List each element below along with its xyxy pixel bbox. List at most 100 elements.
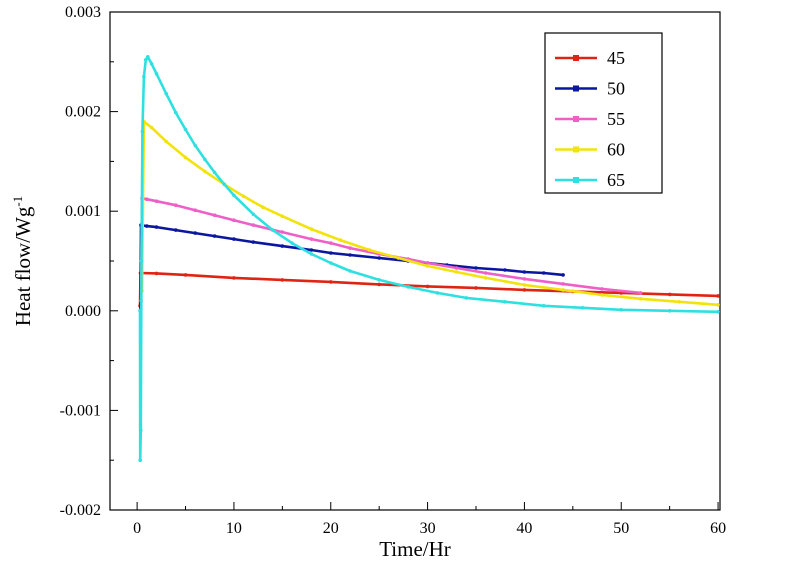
series-marker-50 — [154, 225, 159, 229]
series-line-50 — [139, 223, 565, 313]
series-marker-60 — [164, 139, 168, 144]
series-marker-65 — [140, 129, 145, 134]
legend-marker-55 — [573, 116, 579, 122]
series-marker-65 — [503, 300, 507, 304]
series-marker-45 — [232, 276, 236, 280]
series-marker-60 — [638, 297, 643, 301]
series-marker-60 — [309, 227, 314, 231]
series-marker-50 — [348, 253, 352, 257]
series-marker-50 — [377, 256, 382, 260]
series-marker-50 — [193, 231, 197, 235]
series-marker-55 — [174, 203, 178, 207]
series-marker-55 — [454, 266, 459, 270]
legend-label-60: 60 — [607, 140, 625, 160]
series-marker-65 — [193, 143, 197, 148]
series-marker-45 — [280, 278, 285, 282]
legend-label-55: 55 — [607, 109, 625, 129]
series-marker-50 — [145, 224, 149, 228]
series-marker-65 — [232, 193, 236, 198]
series-marker-65 — [139, 259, 144, 263]
series-marker-50 — [232, 237, 236, 241]
series-marker-65 — [138, 309, 142, 313]
series-marker-65 — [139, 428, 143, 433]
series-marker-65 — [667, 309, 672, 313]
series-marker-60 — [183, 155, 188, 160]
series-marker-65 — [144, 58, 148, 62]
series-marker-65 — [377, 278, 382, 282]
series-marker-45 — [716, 294, 720, 298]
y-tick-label: -0.002 — [60, 502, 101, 519]
series-marker-65 — [251, 212, 256, 216]
x-axis-label: Time/Hr — [379, 537, 451, 561]
series-marker-50 — [174, 228, 178, 232]
series-marker-55 — [483, 271, 488, 275]
series-marker-50 — [309, 248, 314, 252]
legend-box — [544, 32, 663, 194]
series-marker-65 — [406, 285, 411, 289]
series-marker-55 — [212, 213, 217, 217]
series-marker-60 — [561, 288, 565, 292]
series-marker-45 — [377, 282, 382, 287]
series-marker-55 — [522, 277, 527, 281]
series-marker-65 — [270, 228, 275, 232]
y-tick-label: -0.001 — [60, 402, 101, 419]
series-marker-55 — [193, 208, 197, 212]
legend-marker-65 — [573, 177, 579, 183]
y-tick-label: 0.000 — [65, 303, 101, 320]
series-marker-60 — [425, 264, 430, 268]
series-marker-65 — [464, 296, 469, 300]
series-marker-65 — [212, 170, 217, 175]
series-marker-60 — [677, 300, 682, 304]
legend-label-65: 65 — [607, 170, 625, 190]
series-marker-60 — [522, 283, 527, 287]
series-marker-45 — [425, 284, 430, 289]
legend-marker-60 — [573, 146, 579, 153]
series-marker-55 — [251, 223, 256, 227]
series-marker-45 — [522, 288, 527, 292]
legend-marker-45 — [573, 55, 579, 61]
series-marker-65 — [164, 91, 168, 96]
series-line-55 — [139, 197, 642, 303]
series-marker-45 — [667, 292, 672, 297]
y-tick-label: 0.002 — [65, 104, 101, 121]
series-marker-65 — [138, 458, 142, 463]
y-tick-label: 0.001 — [65, 203, 101, 220]
series-marker-55 — [561, 282, 565, 286]
series-marker-55 — [329, 241, 333, 245]
series-marker-55 — [232, 218, 236, 222]
x-tick-label: 10 — [226, 520, 242, 537]
series-marker-45 — [329, 280, 333, 284]
series-marker-60 — [716, 303, 720, 307]
legend-label-45: 45 — [607, 48, 625, 68]
series-marker-45 — [474, 286, 478, 290]
series-marker-50 — [474, 266, 478, 270]
series-marker-60 — [261, 205, 265, 209]
series-marker-65 — [149, 62, 154, 66]
series-marker-55 — [638, 291, 643, 295]
series-marker-60 — [203, 169, 207, 174]
series-marker-65 — [222, 182, 227, 187]
series-marker-60 — [280, 214, 285, 218]
series-marker-60 — [600, 293, 604, 297]
x-tick-label: 0 — [133, 520, 141, 537]
series-marker-65 — [542, 304, 546, 308]
series-marker-65 — [146, 55, 150, 59]
series-marker-45 — [183, 273, 188, 277]
x-tick-label: 40 — [516, 520, 532, 537]
series-marker-55 — [309, 237, 314, 241]
series-marker-60 — [367, 248, 372, 252]
series-marker-60 — [338, 238, 343, 242]
series-marker-60 — [396, 256, 401, 260]
series-marker-65 — [154, 72, 159, 76]
series-marker-50 — [522, 270, 527, 274]
series-marker-65 — [619, 308, 623, 312]
series-marker-65 — [716, 310, 720, 314]
x-tick-label: 60 — [710, 520, 726, 537]
series-marker-65 — [174, 110, 178, 115]
series-line-65 — [138, 55, 720, 462]
legend-marker-50 — [573, 85, 579, 92]
series-marker-60 — [149, 125, 154, 130]
series-marker-65 — [142, 74, 146, 79]
y-tick-label: 0.003 — [65, 4, 101, 21]
